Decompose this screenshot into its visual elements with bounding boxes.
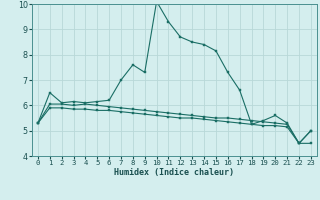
X-axis label: Humidex (Indice chaleur): Humidex (Indice chaleur) [115,168,234,177]
